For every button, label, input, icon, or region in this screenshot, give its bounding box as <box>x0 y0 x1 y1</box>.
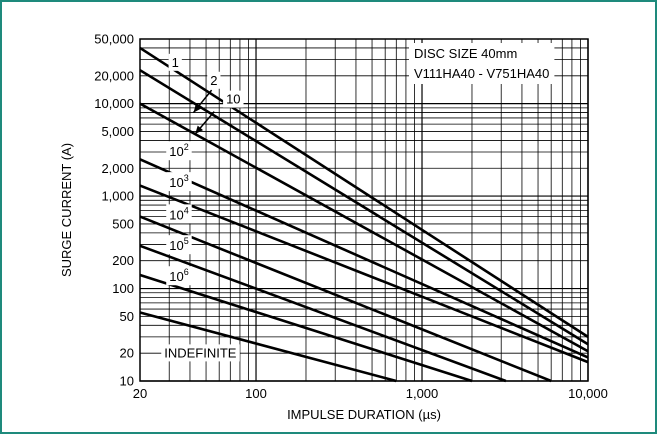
series-label-text: INDEFINITE <box>164 345 237 360</box>
series-label-base: 10 <box>169 144 183 159</box>
series-label-1: 2 <box>207 71 221 89</box>
leader-arrow-0 <box>192 89 213 114</box>
series-label-exponent: 6 <box>184 267 189 277</box>
series-label-exponent: 4 <box>184 205 189 215</box>
series-line-5 <box>139 215 552 383</box>
series-label-text: 1 <box>172 55 179 70</box>
plot-border <box>139 38 589 382</box>
series-label-base: 10 <box>169 269 183 284</box>
series-label-base: 1 <box>172 55 179 70</box>
series-label-text: 106 <box>169 267 188 284</box>
legend-box-line-1: DISC SIZE 40mm <box>414 46 517 61</box>
legend-box-bg <box>409 43 555 84</box>
series-label-exponent: 3 <box>184 173 189 183</box>
series-label-3: 102 <box>166 141 192 161</box>
y-tick-label: 10 <box>120 374 134 389</box>
y-tick-label: 50 <box>120 309 134 324</box>
y-tick-label: 20,000 <box>94 68 134 83</box>
series-label-base: 2 <box>210 73 217 88</box>
series-label-bg <box>166 141 192 161</box>
series-label-text: 2 <box>210 73 217 88</box>
series-line-2 <box>139 102 589 353</box>
series-label-text: 103 <box>169 173 188 190</box>
series-label-6: 105 <box>166 235 192 255</box>
x-tick-label: 100 <box>245 386 267 401</box>
series-line-4 <box>139 184 589 364</box>
x-tick-label: 20 <box>133 386 147 401</box>
x-tick-label: 10,000 <box>568 386 608 401</box>
legend-box: DISC SIZE 40mm V111HA40 - V751HA40 <box>409 43 555 84</box>
series-label-text: 10 <box>226 92 240 107</box>
series-label-bg <box>166 235 192 255</box>
y-tick-label: 100 <box>112 281 134 296</box>
series-label-5: 104 <box>166 204 192 224</box>
series-line-1 <box>139 69 589 346</box>
series-label-text: 104 <box>169 205 188 222</box>
series-line-8 <box>139 311 397 383</box>
series-label-bg <box>223 90 244 108</box>
series-label-4: 103 <box>166 172 192 192</box>
x-tick-label: 1,000 <box>406 386 439 401</box>
series-label-bg <box>166 266 192 286</box>
y-tick-label: 500 <box>112 216 134 231</box>
series-label-base: 10 <box>169 175 183 190</box>
series-line-7 <box>139 273 473 383</box>
tick-labels: 50,000 20,000 10,000 5,000 2,000 1,000 500 200 1… <box>94 32 608 402</box>
series-label-bg <box>161 344 240 362</box>
series-label-exponent: 5 <box>184 236 189 246</box>
series-line-6 <box>139 244 507 383</box>
series-label-base: INDEFINITE <box>164 345 237 360</box>
series-label-base: 10 <box>169 207 183 222</box>
y-axis-title: SURGE CURRENT (A) <box>59 143 74 277</box>
series-label-base: 10 <box>226 92 240 107</box>
series-label-0: 1 <box>168 53 182 71</box>
y-tick-label: 1,000 <box>101 189 134 204</box>
y-tick-label: 5,000 <box>101 124 134 139</box>
legend-box-line-2: V111HA40 - V751HA40 <box>414 66 549 81</box>
y-tick-label: 200 <box>112 253 134 268</box>
series-label-exponent: 2 <box>184 142 189 152</box>
series-label-7: 106 <box>166 266 192 286</box>
series-label-bg <box>166 204 192 224</box>
series-label-base: 10 <box>169 238 183 253</box>
leader-arrow-1 <box>194 111 215 135</box>
series-label-bg <box>207 71 221 89</box>
series-line-3 <box>139 158 589 359</box>
series-label-bg <box>166 172 192 192</box>
series-label-text: 102 <box>169 142 188 159</box>
series-layer <box>139 46 589 383</box>
series-label-2: 10 <box>223 90 244 108</box>
y-tick-label: 10,000 <box>94 96 134 111</box>
y-tick-label: 50,000 <box>94 32 134 47</box>
series-line-0 <box>139 46 589 338</box>
y-tick-label: 2,000 <box>101 161 134 176</box>
series-label-text: 105 <box>169 236 188 253</box>
series-label-8: INDEFINITE <box>161 344 240 362</box>
x-axis-title: IMPULSE DURATION (µs) <box>287 407 441 422</box>
y-tick-label: 20 <box>120 346 134 361</box>
series-label-bg <box>168 53 182 71</box>
